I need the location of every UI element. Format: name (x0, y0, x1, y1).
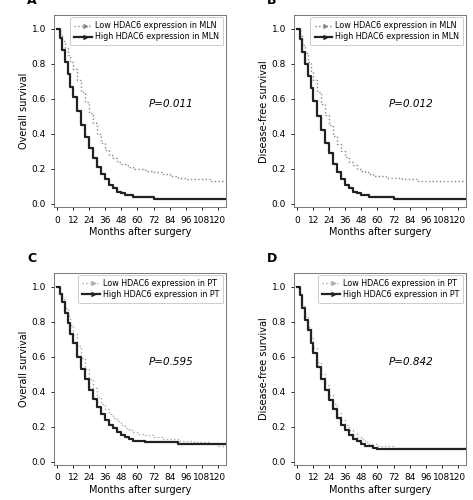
Text: C: C (27, 252, 36, 265)
Text: P=0.842: P=0.842 (389, 357, 433, 367)
Text: P=0.012: P=0.012 (389, 100, 433, 110)
Text: B: B (267, 0, 277, 8)
Legend: Low HDAC6 expression in MLN, High HDAC6 expression in MLN: Low HDAC6 expression in MLN, High HDAC6 … (70, 18, 223, 46)
Legend: Low HDAC6 expression in MLN, High HDAC6 expression in MLN: Low HDAC6 expression in MLN, High HDAC6 … (310, 18, 464, 46)
Y-axis label: Disease-free survival: Disease-free survival (259, 318, 269, 420)
Text: P=0.011: P=0.011 (149, 100, 193, 110)
X-axis label: Months after surgery: Months after surgery (329, 228, 431, 237)
Text: P=0.595: P=0.595 (149, 357, 193, 367)
Y-axis label: Disease-free survival: Disease-free survival (259, 60, 269, 162)
X-axis label: Months after surgery: Months after surgery (89, 485, 191, 495)
X-axis label: Months after surgery: Months after surgery (89, 228, 191, 237)
X-axis label: Months after surgery: Months after surgery (329, 485, 431, 495)
Y-axis label: Overall survival: Overall survival (19, 330, 29, 407)
Y-axis label: Overall survival: Overall survival (19, 73, 29, 150)
Text: A: A (27, 0, 36, 8)
Text: D: D (267, 252, 277, 265)
Legend: Low HDAC6 expression in PT, High HDAC6 expression in PT: Low HDAC6 expression in PT, High HDAC6 e… (318, 275, 464, 303)
Legend: Low HDAC6 expression in PT, High HDAC6 expression in PT: Low HDAC6 expression in PT, High HDAC6 e… (78, 275, 223, 303)
